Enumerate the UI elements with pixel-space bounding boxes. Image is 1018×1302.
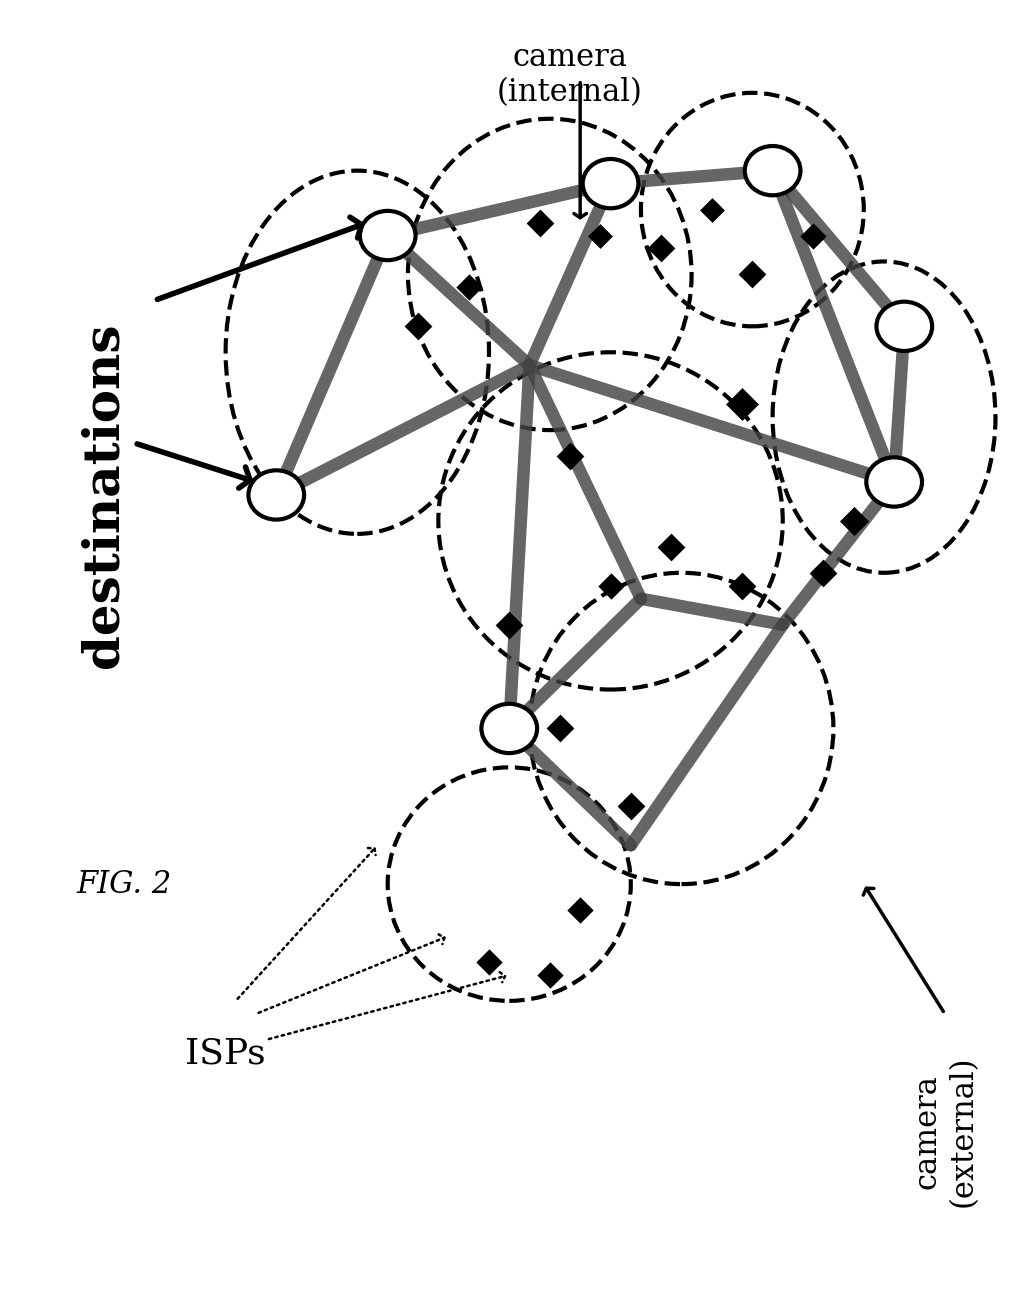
Point xyxy=(552,719,568,740)
Point xyxy=(409,316,426,337)
Point xyxy=(572,900,588,921)
Point xyxy=(542,965,558,986)
Point xyxy=(622,796,638,816)
Point xyxy=(501,615,517,635)
Point xyxy=(663,536,679,557)
Point xyxy=(845,510,861,531)
Ellipse shape xyxy=(248,471,304,519)
Point xyxy=(744,264,760,285)
Ellipse shape xyxy=(744,147,800,195)
Ellipse shape xyxy=(866,458,921,506)
Point xyxy=(531,212,548,233)
Text: camera
(external): camera (external) xyxy=(911,1055,977,1207)
Ellipse shape xyxy=(876,302,931,352)
Text: ISPs: ISPs xyxy=(185,1036,266,1070)
Point xyxy=(703,199,720,220)
Point xyxy=(804,225,821,246)
Point xyxy=(480,952,497,973)
Point xyxy=(460,277,476,298)
Ellipse shape xyxy=(359,211,415,260)
Point xyxy=(734,575,750,596)
Text: camera
(internal): camera (internal) xyxy=(497,42,642,108)
Ellipse shape xyxy=(582,160,638,208)
Ellipse shape xyxy=(482,704,536,754)
Point xyxy=(653,238,669,259)
Point xyxy=(602,575,618,596)
Point xyxy=(814,562,831,583)
Text: destinations: destinations xyxy=(79,323,128,668)
Point xyxy=(562,447,578,467)
Point xyxy=(592,225,609,246)
Point xyxy=(734,395,750,415)
Text: FIG. 2: FIG. 2 xyxy=(76,868,172,900)
